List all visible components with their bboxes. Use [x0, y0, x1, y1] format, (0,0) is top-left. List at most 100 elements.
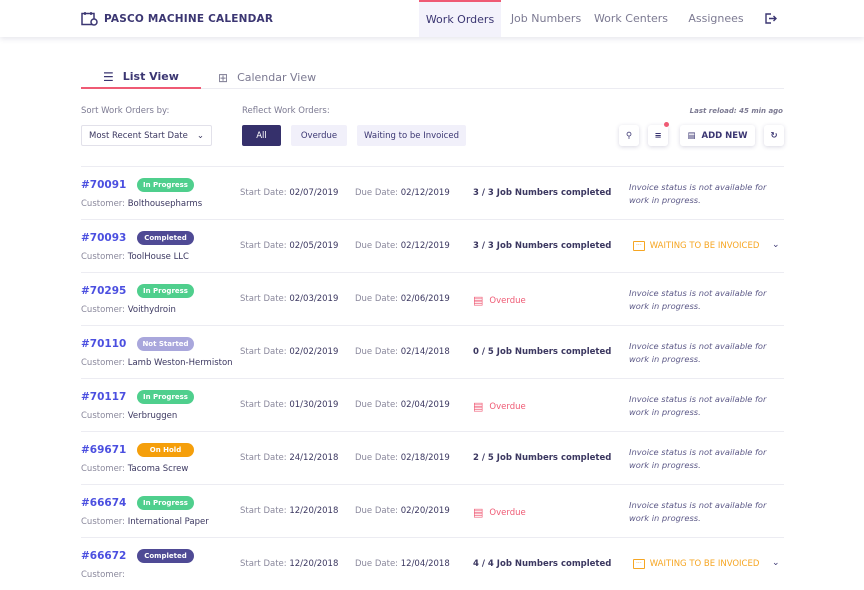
order-number-link[interactable]: #69671: [81, 444, 127, 456]
customer: Customer: Lamb Weston-Hermiston: [81, 358, 233, 368]
table-row[interactable]: #70117 In Progress Customer: Verbruggen …: [81, 378, 784, 431]
invoice-note: Invoice status is not available for work…: [629, 288, 767, 311]
due-date-label: Due Date:: [355, 347, 401, 357]
tab-calendar-view[interactable]: ⊞ Calendar View: [218, 66, 316, 89]
customer: Customer: Tacoma Screw: [81, 464, 188, 474]
filter-overdue-button[interactable]: Overdue: [291, 125, 347, 146]
start-date-label: Start Date:: [240, 506, 290, 516]
start-date-value: 12/20/2018: [289, 506, 339, 516]
chevron-down-icon[interactable]: ⌄: [772, 558, 780, 568]
top-header: PASCO MACHINE CALENDAR Work Orders Job N…: [0, 0, 864, 37]
customer-label: Customer:: [81, 199, 128, 209]
due-date-value: 02/20/2019: [400, 506, 450, 516]
table-row[interactable]: #69671 On Hold Customer: Tacoma Screw St…: [81, 431, 784, 484]
due-date-value: 02/06/2019: [400, 294, 450, 304]
list-icon: ☰: [103, 69, 114, 84]
overdue-icon: ▤: [473, 400, 484, 413]
reload-button[interactable]: ↻: [764, 125, 784, 146]
table-row[interactable]: #66674 In Progress Customer: Internation…: [81, 484, 784, 537]
table-row[interactable]: #70295 In Progress Customer: Voithydroin…: [81, 272, 784, 325]
app-logo[interactable]: PASCO MACHINE CALENDAR: [81, 11, 273, 26]
start-date-value: 01/30/2019: [289, 400, 339, 410]
due-date-label: Due Date:: [355, 188, 401, 198]
due-date-value: 02/04/2019: [400, 400, 450, 410]
invoice-note: Invoice status is not available for work…: [629, 341, 767, 364]
customer-name: Verbruggen: [127, 411, 178, 421]
order-number-link[interactable]: #70295: [81, 285, 127, 297]
filter-label: Reflect Work Orders:: [242, 106, 330, 116]
progress-text: 3 / 3 Job Numbers completed: [473, 188, 612, 198]
customer: Customer: International Paper: [81, 517, 209, 527]
tab-list-view[interactable]: ☰ List View: [81, 66, 201, 89]
filter-settings-button[interactable]: ≡: [648, 122, 669, 146]
customer-name: Tacoma Screw: [127, 464, 189, 474]
nav-assignees[interactable]: Assignees: [688, 12, 744, 25]
progress-text: 3 / 3 Job Numbers completed: [473, 241, 612, 251]
progress-text: 4 / 4 Job Numbers completed: [473, 559, 612, 569]
order-number-link[interactable]: #66674: [81, 497, 127, 509]
sort-value: Most Recent Start Date: [89, 130, 188, 141]
table-row[interactable]: #70110 Not Started Customer: Lamb Weston…: [81, 325, 784, 378]
invoice-note: Invoice status is not available for work…: [629, 182, 767, 205]
nav-work-centers[interactable]: Work Centers: [593, 12, 669, 25]
last-reload: Last reload: 45 min ago: [689, 107, 783, 115]
customer-name: Lamb Weston-Hermiston: [127, 358, 233, 368]
start-date: Start Date: 12/20/2018: [240, 506, 338, 516]
filter-waiting-button[interactable]: Waiting to be Invoiced: [357, 125, 466, 146]
view-tabs: ☰ List View ⊞ Calendar View: [81, 62, 784, 89]
order-number-link[interactable]: #66672: [81, 550, 127, 562]
reload-icon: ↻: [770, 130, 778, 141]
due-date-label: Due Date:: [355, 400, 401, 410]
overdue-status: ▤ Overdue: [473, 400, 526, 413]
customer: Customer:: [81, 570, 125, 580]
status-badge: In Progress: [137, 496, 194, 510]
search-button[interactable]: ⚲: [619, 125, 639, 146]
start-date-value: 12/20/2018: [289, 559, 339, 569]
customer-label: Customer:: [81, 464, 128, 474]
add-new-button[interactable]: ▤ ADD NEW: [680, 125, 755, 146]
notification-dot: [664, 122, 669, 127]
progress-text: Overdue: [489, 401, 526, 412]
overdue-icon: ▤: [473, 294, 484, 307]
table-row[interactable]: #70091 In Progress Customer: Bolthouseph…: [81, 166, 784, 219]
order-number-link[interactable]: #70110: [81, 338, 127, 350]
order-number-link[interactable]: #70093: [81, 232, 127, 244]
status-badge: Completed: [137, 549, 194, 563]
customer-label: Customer:: [81, 411, 128, 421]
tab-calendar-label: Calendar View: [237, 71, 317, 84]
due-date-label: Due Date:: [355, 453, 401, 463]
start-date-label: Start Date:: [240, 400, 290, 410]
status-badge: Not Started: [137, 337, 194, 351]
customer-name: Bolthousepharms: [127, 199, 203, 209]
invoice-note: Invoice status is not available for work…: [629, 394, 767, 417]
order-number-link[interactable]: #70091: [81, 179, 127, 191]
progress-text: 0 / 5 Job Numbers completed: [473, 347, 612, 357]
due-date: Due Date: 12/04/2018: [355, 559, 450, 569]
start-date-value: 02/02/2019: [289, 347, 339, 357]
due-date-value: 12/04/2018: [400, 559, 450, 569]
nav-work-orders[interactable]: Work Orders: [419, 0, 501, 37]
invoice-status: ··· WAITING TO BE INVOICED: [633, 241, 759, 251]
due-date: Due Date: 02/14/2018: [355, 347, 450, 357]
start-date-value: 02/07/2019: [289, 188, 339, 198]
chevron-down-icon[interactable]: ⌄: [772, 240, 780, 250]
customer-label: Customer:: [81, 570, 126, 580]
invoice-note: Invoice status is not available for work…: [629, 447, 767, 470]
overdue-status: ▤ Overdue: [473, 294, 526, 307]
due-date-label: Due Date:: [355, 294, 401, 304]
add-new-label: ADD NEW: [701, 130, 748, 141]
customer-label: Customer:: [81, 305, 128, 315]
due-date: Due Date: 02/04/2019: [355, 400, 450, 410]
start-date: Start Date: 02/07/2019: [240, 188, 338, 198]
order-number-link[interactable]: #70117: [81, 391, 127, 403]
due-date-value: 02/14/2018: [400, 347, 450, 357]
invoice-icon: ···: [633, 241, 645, 251]
nav-job-numbers[interactable]: Job Numbers: [510, 12, 582, 25]
status-badge: On Hold: [137, 443, 194, 457]
filter-all-button[interactable]: All: [242, 125, 281, 146]
table-row[interactable]: #70093 Completed Customer: ToolHouse LLC…: [81, 219, 784, 272]
sort-select[interactable]: Most Recent Start Date ⌄: [81, 125, 212, 146]
start-date-value: 24/12/2018: [289, 453, 339, 463]
logout-icon[interactable]: [760, 0, 782, 37]
customer-name: International Paper: [127, 517, 209, 527]
